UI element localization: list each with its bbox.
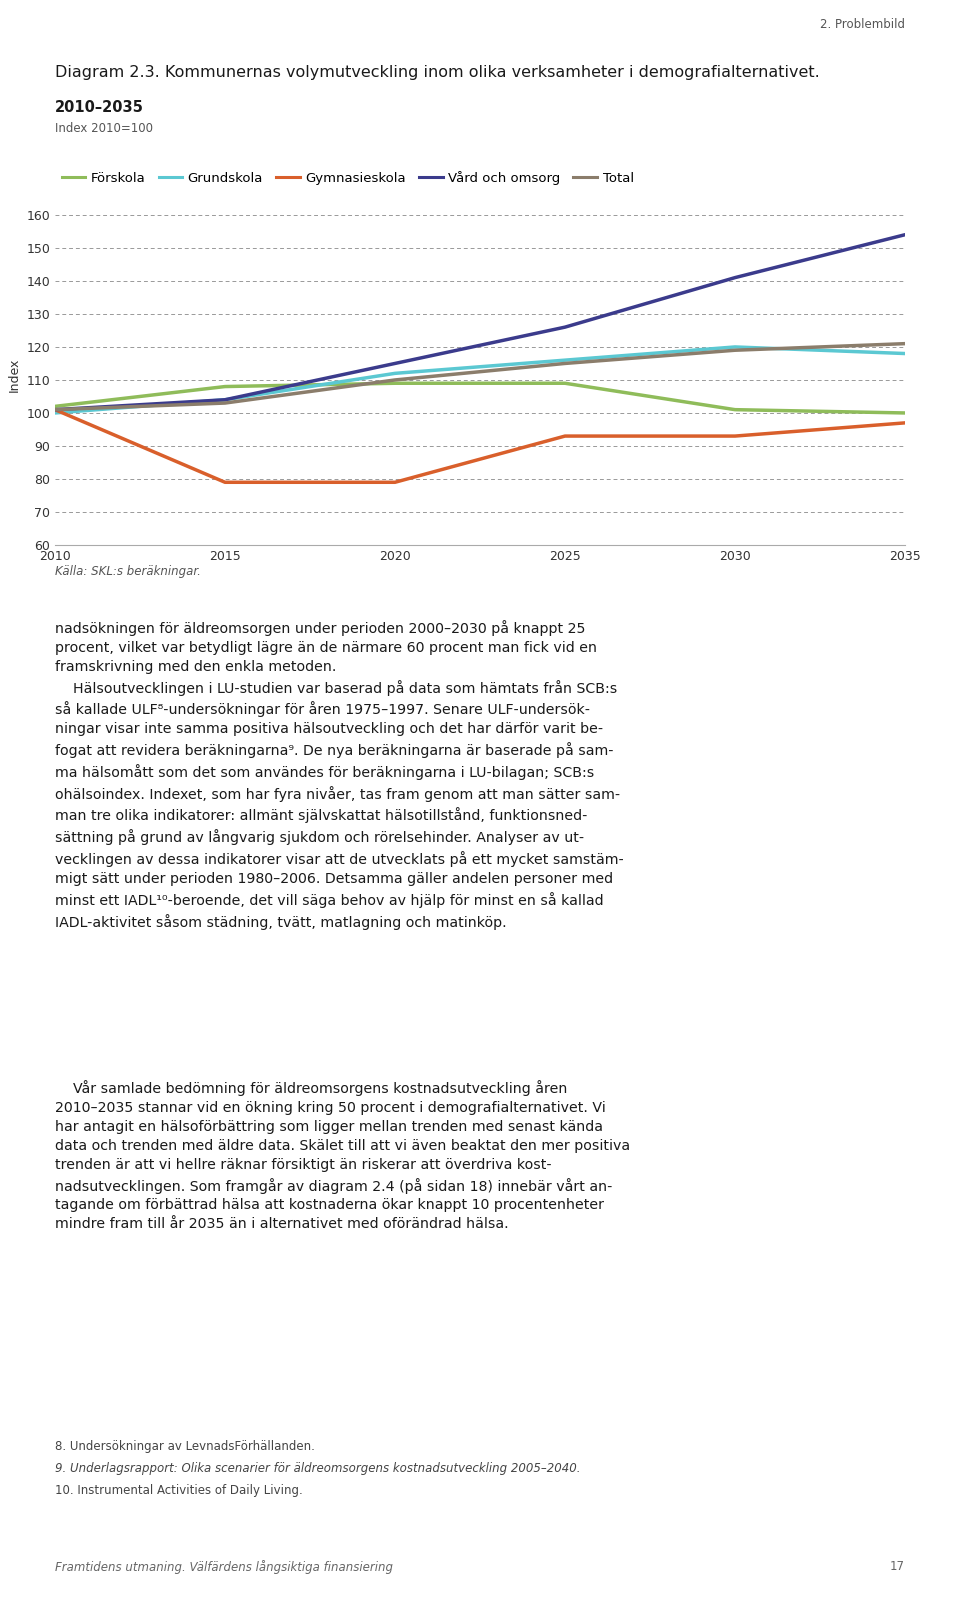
- Text: 8. Undersökningar av LevnadsFörhällanden.: 8. Undersökningar av LevnadsFörhällanden…: [55, 1440, 315, 1453]
- Text: 17: 17: [890, 1560, 905, 1573]
- Text: Index 2010=100: Index 2010=100: [55, 122, 153, 135]
- Text: 9. Underlagsrapport: Olika scenarier för äldreomsorgens kostnadsutveckling 2005–: 9. Underlagsrapport: Olika scenarier för…: [55, 1463, 581, 1475]
- Legend: Förskola, Grundskola, Gymnasieskola, Vård och omsorg, Total: Förskola, Grundskola, Gymnasieskola, Vår…: [61, 171, 634, 184]
- Text: 10. Instrumental Activities of Daily Living.: 10. Instrumental Activities of Daily Liv…: [55, 1483, 302, 1496]
- Text: 2010–2035: 2010–2035: [55, 99, 144, 115]
- Y-axis label: Index: Index: [8, 357, 21, 392]
- Text: nadsökningen för äldreomsorgen under perioden 2000–2030 på knappt 25
procent, vi: nadsökningen för äldreomsorgen under per…: [55, 620, 624, 929]
- Text: 2. Problembild: 2. Problembild: [820, 18, 905, 30]
- Text: Vår samlade bedömning för äldreomsorgens kostnadsutveckling åren
2010–2035 stann: Vår samlade bedömning för äldreomsorgens…: [55, 1080, 630, 1232]
- Text: Diagram 2.3. Kommunernas volymutveckling inom olika verksamheter i demografialte: Diagram 2.3. Kommunernas volymutveckling…: [55, 66, 820, 80]
- Text: Framtidens utmaning. Välfärdens långsiktiga finansiering: Framtidens utmaning. Välfärdens långsikt…: [55, 1560, 393, 1575]
- Text: Källa: SKL:s beräkningar.: Källa: SKL:s beräkningar.: [55, 566, 201, 578]
